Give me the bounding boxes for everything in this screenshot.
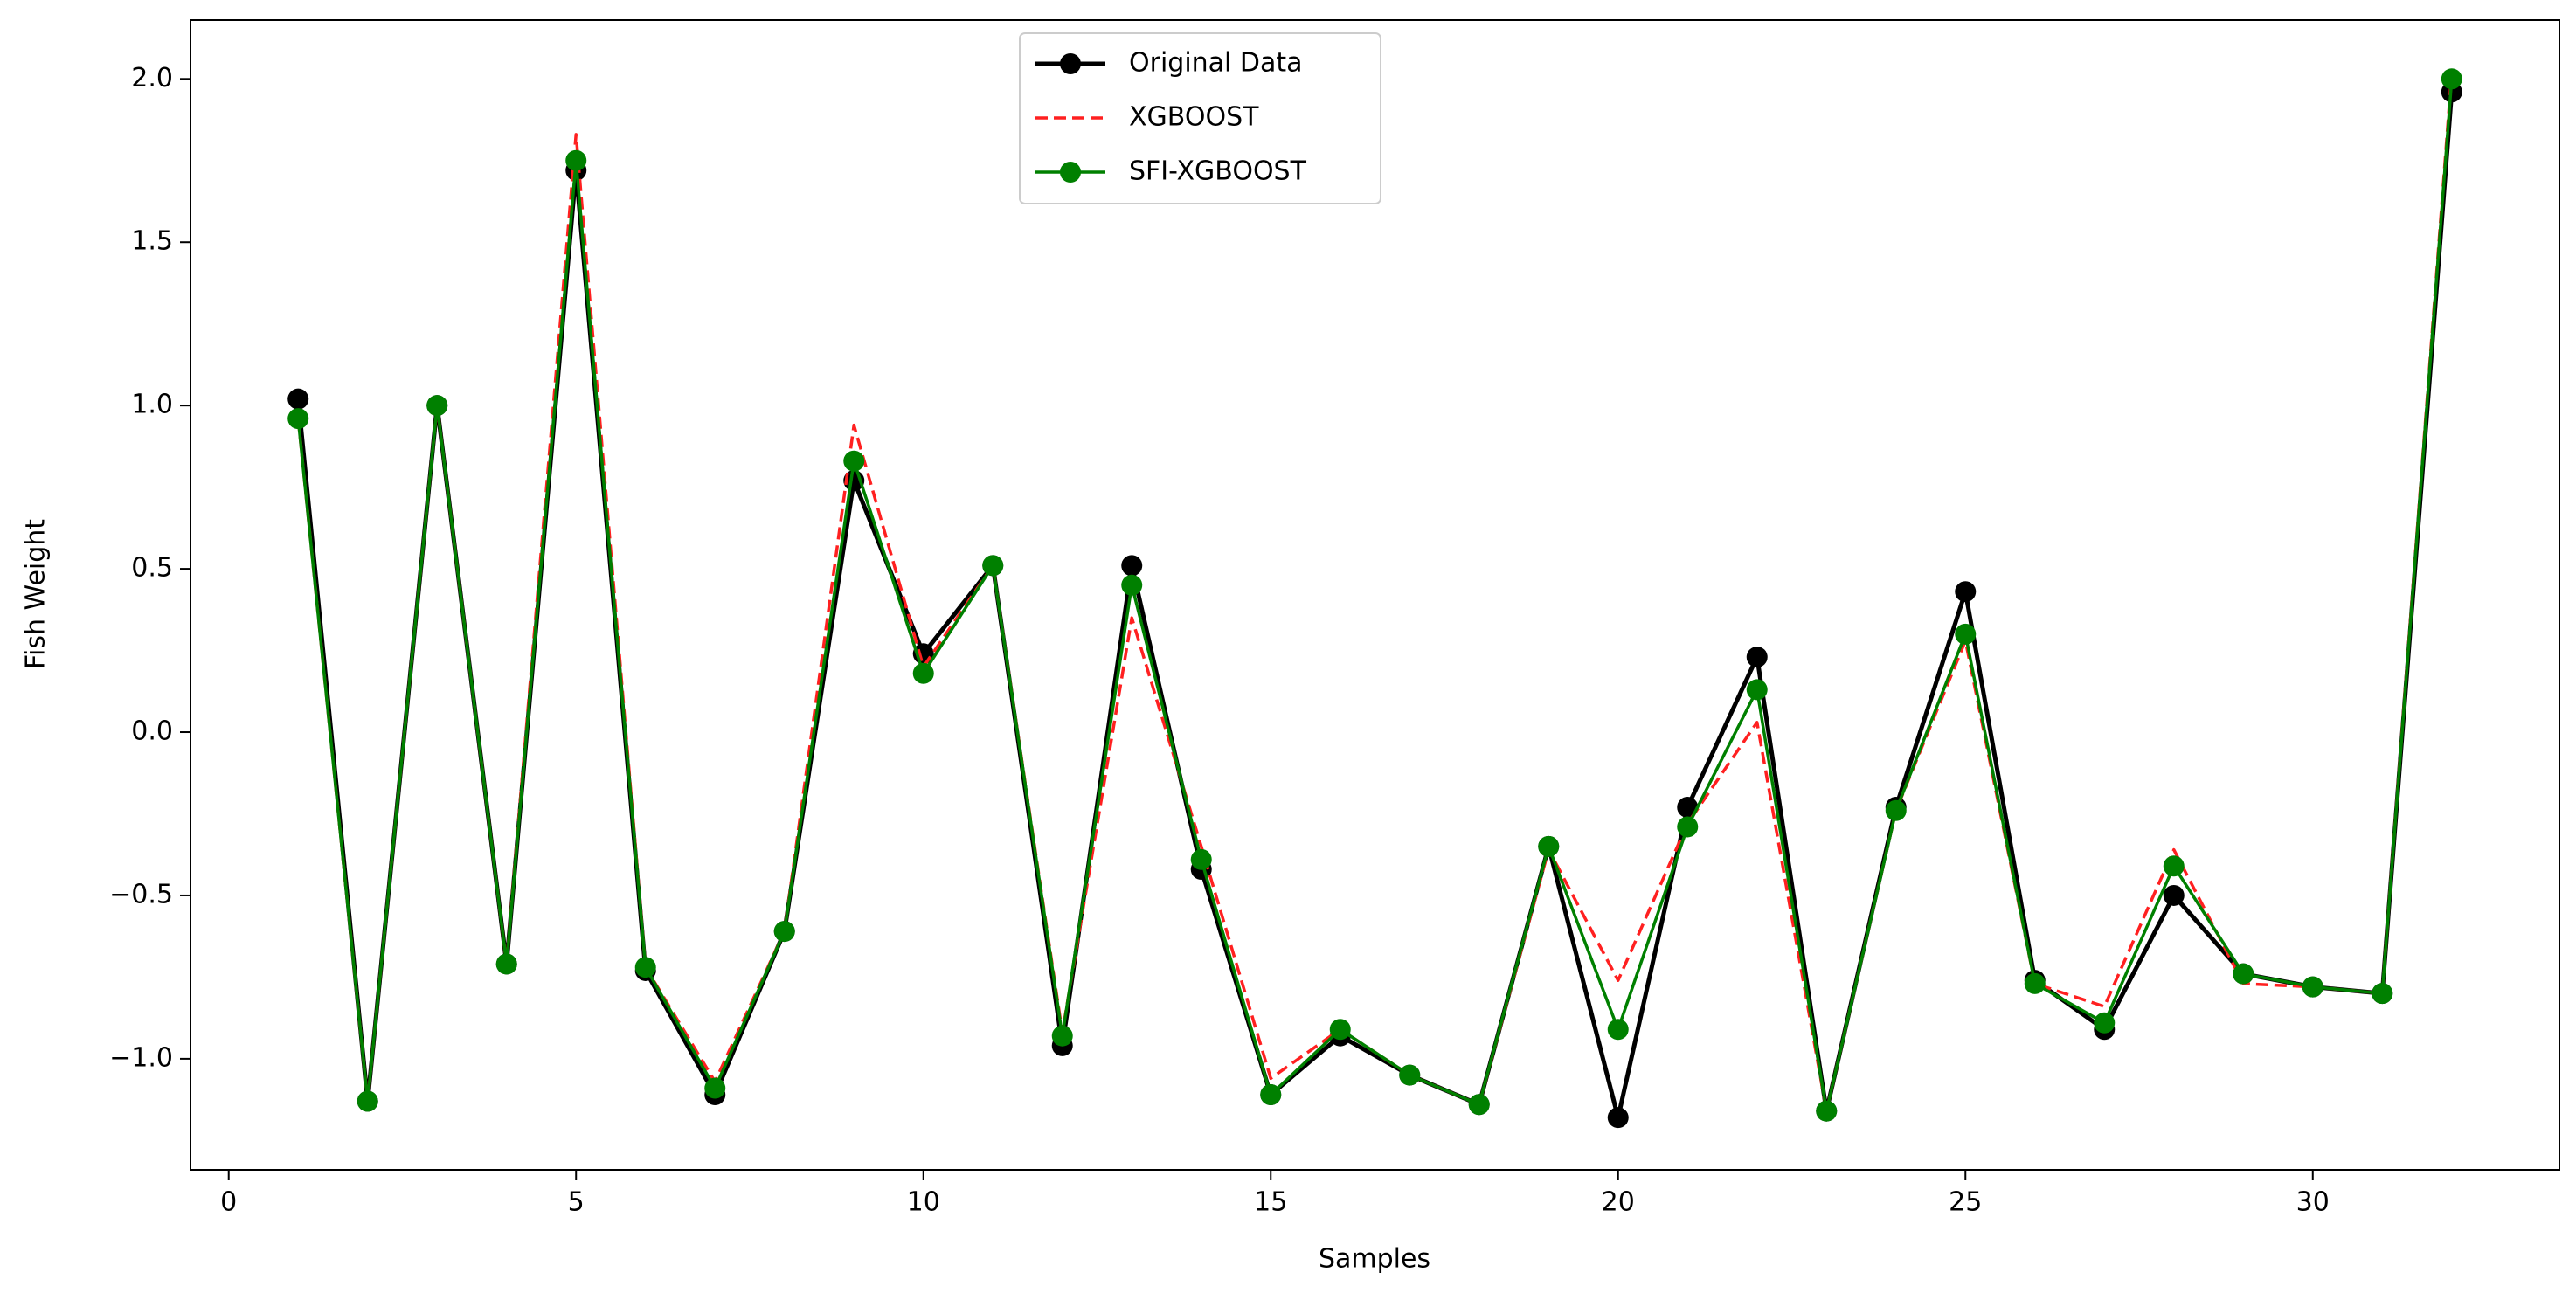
data-point [2441, 68, 2462, 90]
data-point [1746, 647, 1768, 668]
y-tick-label: 1.0 [131, 390, 173, 420]
y-tick-label: 0.0 [131, 716, 173, 747]
data-point [2163, 884, 2185, 906]
data-point [1190, 848, 1212, 870]
series-line [296, 79, 2454, 1113]
data-point [287, 388, 309, 410]
data-point [1816, 1100, 1838, 1122]
data-point [1121, 574, 1143, 596]
x-tick-label: 15 [1254, 1187, 1287, 1218]
data-point [426, 395, 448, 417]
data-point [287, 408, 309, 430]
data-point [912, 662, 934, 684]
data-point [2372, 983, 2393, 1005]
data-point [357, 1090, 378, 1112]
y-tick-label: 0.5 [131, 553, 173, 584]
x-tick-label: 20 [1602, 1187, 1635, 1218]
data-point [1607, 1019, 1629, 1041]
x-tick-label: 25 [1949, 1187, 1982, 1218]
data-point [843, 450, 865, 472]
data-point [634, 957, 656, 978]
legend-marker [1060, 53, 1081, 74]
series-line [296, 72, 2454, 1113]
data-point [1746, 679, 1768, 701]
data-point [2302, 976, 2323, 998]
data-point [773, 921, 795, 943]
data-point [1051, 1025, 1073, 1047]
data-point [1677, 816, 1699, 838]
legend-marker [1060, 162, 1081, 183]
legend-box [1019, 32, 1381, 204]
y-tick-label: 1.5 [131, 226, 173, 257]
data-point [1677, 797, 1699, 819]
y-tick-label: 2.0 [131, 63, 173, 93]
data-point [1955, 623, 1977, 645]
data-point [565, 149, 587, 171]
data-point [1955, 581, 1977, 603]
x-tick-label: 0 [220, 1187, 237, 1218]
data-point [1538, 835, 1560, 857]
y-tick-label: −1.0 [109, 1042, 173, 1073]
x-axis-label: Samples [1319, 1244, 1430, 1275]
data-point [1885, 799, 1907, 821]
legend-label: SFI-XGBOOST [1129, 156, 1307, 187]
x-tick-label: 30 [2296, 1187, 2330, 1218]
y-tick-label: −0.5 [109, 879, 173, 909]
x-tick-label: 10 [907, 1187, 940, 1218]
plot-frame [190, 19, 2560, 1171]
data-point [1468, 1094, 1490, 1116]
data-point [495, 953, 517, 975]
data-point [1607, 1107, 1629, 1129]
data-point [1260, 1084, 1282, 1106]
data-point [1399, 1064, 1421, 1086]
data-point [2024, 972, 2046, 994]
data-point [982, 555, 1004, 577]
series-line [295, 92, 2455, 1120]
x-tick-label: 5 [568, 1187, 585, 1218]
data-point [1121, 555, 1143, 577]
y-axis-label: Fish Weight [21, 519, 52, 669]
data-point [1329, 1019, 1351, 1041]
legend-label: XGBOOST [1129, 102, 1259, 133]
legend-label: Original Data [1129, 48, 1303, 79]
data-point [2094, 1012, 2116, 1034]
data-point [704, 1077, 726, 1099]
data-point [2233, 963, 2254, 985]
data-point [2163, 855, 2185, 877]
